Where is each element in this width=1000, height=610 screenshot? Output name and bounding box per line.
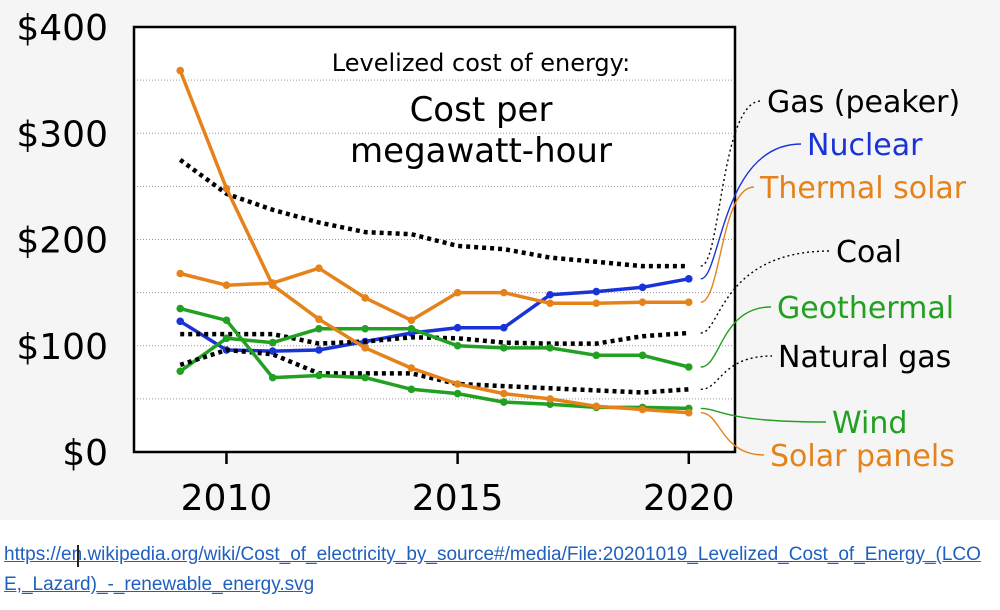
x-tick-label: 2015 (412, 478, 504, 519)
data-point-solar-panels (546, 395, 554, 403)
chart-figure: $0 $100 $200 $300 $400 2010 2015 2020 Levelized … (16, 8, 967, 519)
series-line-thermal-solar (179, 266, 689, 323)
data-point-thermal-solar (315, 264, 323, 272)
data-point-solar-panels (407, 364, 416, 372)
series-label-solar-panels: Solar panels (770, 439, 955, 474)
data-point-geothermal (268, 338, 277, 347)
label-connector-gas-peaker (700, 100, 762, 267)
series-line-nuclear (179, 277, 690, 353)
series-label-natural-gas: Natural gas (778, 340, 951, 375)
data-point-geothermal (546, 344, 554, 352)
series-label-coal: Coal (836, 235, 902, 270)
data-point-wind (361, 373, 369, 382)
data-point-solar-panels (592, 402, 601, 411)
series-line-gas-peaker (178, 157, 689, 269)
data-point-geothermal (361, 324, 369, 333)
data-point-nuclear (546, 290, 554, 299)
label-connector-natural-gas (700, 355, 773, 391)
data-point-nuclear (176, 317, 185, 326)
label-connector-geothermal (700, 306, 772, 368)
chart-subtitle-line2: megawatt-hour (350, 131, 612, 171)
series-label-gas-peaker: Gas (peaker) (767, 85, 960, 120)
data-point-geothermal (453, 341, 462, 350)
label-connector-wind (700, 407, 827, 423)
data-point-solar-panels (315, 315, 323, 323)
data-point-thermal-solar (176, 269, 185, 278)
label-connector-nuclear (700, 143, 802, 280)
series-label-wind: Wind (832, 406, 907, 441)
data-point-wind (453, 389, 462, 398)
data-point-thermal-solar (638, 298, 647, 306)
data-point-thermal-solar (407, 316, 416, 325)
data-point-nuclear (453, 323, 462, 332)
y-tick-label: $400 (16, 8, 108, 49)
data-point-wind (500, 398, 508, 406)
chart-subtitle-line1: Cost per (410, 90, 553, 130)
y-tick-label: $300 (16, 114, 108, 155)
data-point-wind (176, 304, 185, 313)
data-point-thermal-solar (500, 288, 508, 297)
data-point-solar-panels (268, 281, 277, 289)
chart-title: Levelized cost of energy: (332, 49, 630, 77)
data-point-thermal-solar (453, 288, 462, 297)
data-point-thermal-solar (592, 299, 601, 308)
data-point-nuclear (500, 323, 508, 332)
y-tick-label: $0 (62, 433, 108, 474)
data-point-wind (546, 400, 554, 408)
data-point-geothermal (592, 351, 601, 360)
label-connector-thermal-solar (700, 186, 755, 303)
data-point-thermal-solar (684, 298, 693, 306)
data-point-geothermal (638, 351, 647, 360)
data-point-geothermal (407, 324, 416, 333)
data-point-wind (315, 371, 323, 380)
data-point-geothermal (315, 324, 323, 333)
series-line-coal (180, 330, 689, 346)
plot-frame (132, 25, 737, 454)
series-line-solar-panels (178, 69, 689, 415)
data-point-solar-panels (638, 405, 647, 414)
data-point-thermal-solar (546, 299, 554, 308)
levelized-cost-chart: $0 $100 $200 $300 $400 2010 2015 2020 Levelized … (16, 8, 967, 519)
data-point-geothermal (684, 363, 693, 371)
data-point-nuclear (684, 275, 693, 283)
data-point-solar-panels (176, 66, 185, 75)
data-point-thermal-solar (222, 281, 231, 289)
source-link[interactable]: https://en.wikipedia.org/wiki/Cost_of_el… (4, 544, 981, 595)
data-point-nuclear (638, 283, 647, 292)
series-line-geothermal (179, 327, 690, 373)
label-connector-solar-panels (700, 411, 765, 456)
data-point-solar-panels (684, 408, 693, 417)
data-point-nuclear (592, 287, 601, 296)
data-point-wind (268, 373, 277, 382)
data-point-wind (407, 385, 416, 394)
series-label-geothermal: Geothermal (777, 291, 954, 326)
x-tick-label: 2020 (643, 478, 735, 519)
series-label-thermal-solar: Thermal solar (759, 171, 967, 206)
data-point-thermal-solar (361, 294, 369, 302)
data-point-nuclear (315, 346, 323, 354)
data-point-wind (222, 316, 231, 325)
y-tick-label: $200 (16, 221, 108, 262)
x-tick-label: 2010 (181, 478, 273, 519)
data-point-geothermal (222, 334, 231, 343)
data-point-solar-panels (361, 344, 369, 352)
text-cursor (77, 545, 79, 567)
data-point-geothermal (500, 344, 508, 352)
data-point-geothermal (176, 367, 185, 376)
data-point-solar-panels (453, 380, 462, 388)
series-label-nuclear: Nuclear (807, 128, 923, 163)
y-tick-label: $100 (16, 327, 108, 368)
data-point-solar-panels (222, 184, 231, 193)
data-point-solar-panels (500, 389, 508, 398)
